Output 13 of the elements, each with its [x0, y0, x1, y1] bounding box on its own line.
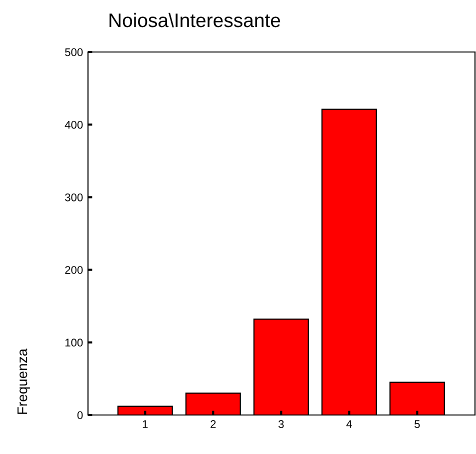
x-tick-label: 5	[414, 420, 420, 428]
y-tick-label: 200	[65, 266, 83, 274]
chart-title: Noiosa\Interessante	[110, 12, 280, 28]
y-tick-label: 400	[64, 120, 83, 129]
y-tick-label: 100	[65, 338, 83, 347]
x-tick-label: 2	[210, 420, 216, 428]
y-tick-label: 500	[65, 48, 83, 56]
y-axis-title: Frequenza	[18, 348, 30, 414]
y-tick-label: 300	[65, 193, 83, 202]
y-tick-label: 0	[77, 411, 83, 420]
x-tick-label: 3	[278, 420, 284, 428]
x-tick-label: 1	[142, 420, 148, 428]
x-tick-label: 4	[346, 420, 352, 428]
